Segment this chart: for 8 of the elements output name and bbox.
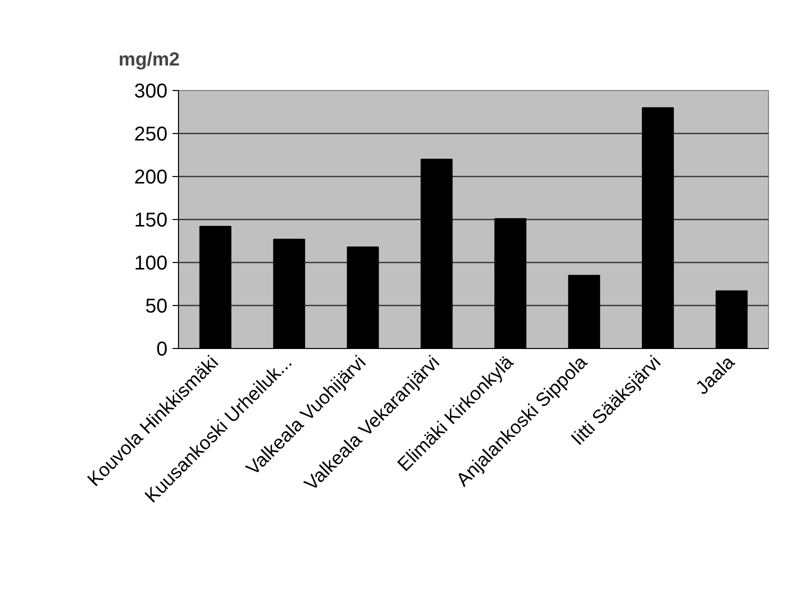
y-tick-label: 50 [145, 296, 168, 318]
y-tick-label: 300 [134, 80, 168, 102]
y-axis-title: mg/m2 [118, 50, 180, 70]
y-tick-label: 0 [156, 338, 168, 360]
y-tick-label: 200 [134, 166, 168, 188]
y-tick-label: 150 [134, 210, 168, 232]
y-tick-label: 100 [134, 252, 168, 274]
y-tick-label: 250 [134, 124, 168, 146]
